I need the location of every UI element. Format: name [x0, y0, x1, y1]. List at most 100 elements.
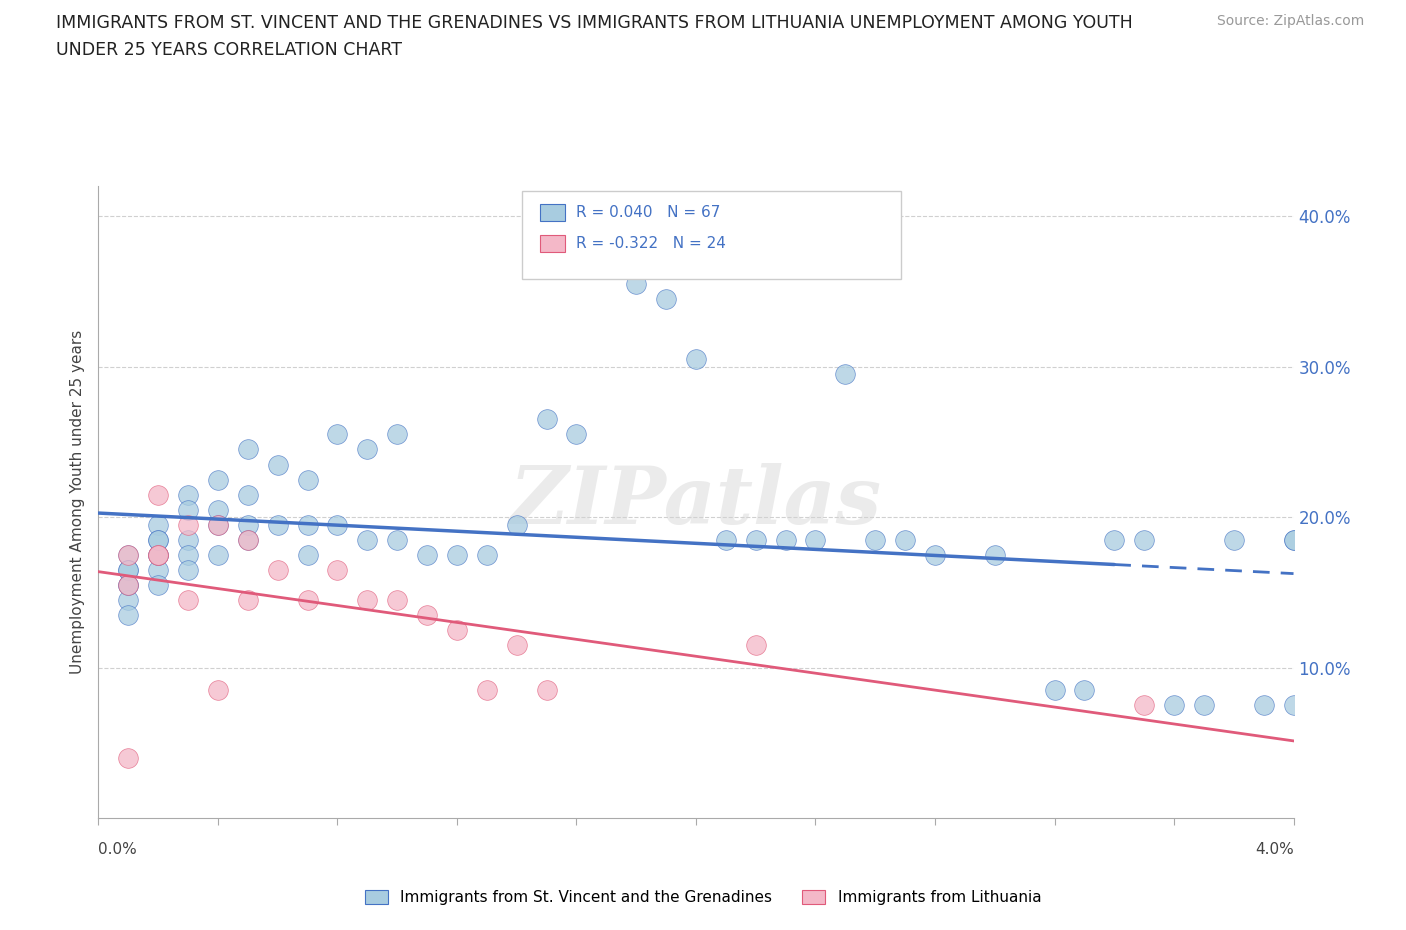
Point — [655, 291, 678, 306]
Point — [207, 517, 229, 532]
Point — [416, 607, 439, 622]
Point — [177, 502, 200, 517]
Point — [117, 592, 139, 607]
Text: ZIPatlas: ZIPatlas — [510, 463, 882, 541]
Point — [148, 548, 170, 563]
Point — [117, 607, 139, 622]
Point — [148, 578, 170, 592]
Point — [117, 563, 139, 578]
Point — [117, 578, 139, 592]
Point — [1282, 698, 1305, 713]
Point — [475, 548, 498, 563]
Text: UNDER 25 YEARS CORRELATION CHART: UNDER 25 YEARS CORRELATION CHART — [56, 41, 402, 59]
Point — [236, 532, 259, 547]
Point — [236, 592, 259, 607]
Point — [177, 487, 200, 502]
Point — [236, 517, 259, 532]
Point — [117, 578, 139, 592]
Point — [297, 472, 319, 487]
Point — [624, 276, 647, 291]
Point — [536, 683, 558, 698]
Point — [148, 563, 170, 578]
Point — [356, 532, 378, 547]
Point — [148, 517, 170, 532]
Point — [207, 548, 229, 563]
Point — [924, 548, 946, 563]
Point — [1222, 532, 1246, 547]
Point — [834, 366, 856, 381]
Point — [475, 683, 498, 698]
Point — [177, 548, 200, 563]
Point — [1043, 683, 1066, 698]
Point — [207, 502, 229, 517]
Point — [1192, 698, 1215, 713]
Point — [117, 751, 139, 765]
Point — [177, 532, 200, 547]
Text: 4.0%: 4.0% — [1254, 842, 1294, 857]
Point — [326, 563, 349, 578]
Point — [416, 548, 439, 563]
Point — [1133, 698, 1156, 713]
Point — [685, 352, 707, 366]
Point — [1133, 532, 1156, 547]
Point — [983, 548, 1005, 563]
Point — [297, 517, 319, 532]
Point — [506, 517, 529, 532]
Point — [804, 532, 827, 547]
Text: Source: ZipAtlas.com: Source: ZipAtlas.com — [1216, 14, 1364, 28]
Point — [1282, 532, 1305, 547]
Point — [1163, 698, 1185, 713]
Point — [536, 412, 558, 427]
Point — [1102, 532, 1125, 547]
Point — [148, 548, 170, 563]
Point — [297, 592, 319, 607]
Point — [177, 517, 200, 532]
Point — [446, 623, 468, 638]
Point — [894, 532, 917, 547]
Point — [385, 532, 409, 547]
Point — [148, 548, 170, 563]
Point — [236, 532, 259, 547]
Point — [1253, 698, 1275, 713]
Text: R = -0.322   N = 24: R = -0.322 N = 24 — [576, 236, 727, 251]
Point — [446, 548, 468, 563]
Point — [148, 532, 170, 547]
Point — [148, 548, 170, 563]
Text: IMMIGRANTS FROM ST. VINCENT AND THE GRENADINES VS IMMIGRANTS FROM LITHUANIA UNEM: IMMIGRANTS FROM ST. VINCENT AND THE GREN… — [56, 14, 1133, 32]
Point — [267, 563, 290, 578]
Text: 0.0%: 0.0% — [98, 842, 138, 857]
Point — [565, 427, 588, 442]
Point — [385, 427, 409, 442]
Point — [863, 532, 886, 547]
Point — [745, 638, 768, 653]
Point — [326, 427, 349, 442]
Point — [117, 548, 139, 563]
Point — [775, 532, 797, 547]
Point — [117, 548, 139, 563]
Point — [236, 442, 259, 457]
Legend: Immigrants from St. Vincent and the Grenadines, Immigrants from Lithuania: Immigrants from St. Vincent and the Gren… — [357, 883, 1049, 913]
Point — [326, 517, 349, 532]
Text: R = 0.040   N = 67: R = 0.040 N = 67 — [576, 205, 721, 219]
Point — [207, 683, 229, 698]
Point — [506, 638, 529, 653]
Point — [236, 487, 259, 502]
Point — [177, 592, 200, 607]
Point — [385, 592, 409, 607]
Point — [356, 442, 378, 457]
Point — [745, 532, 768, 547]
Point — [207, 517, 229, 532]
Point — [267, 458, 290, 472]
Point — [148, 487, 170, 502]
Point — [117, 563, 139, 578]
Point — [148, 532, 170, 547]
Point — [297, 548, 319, 563]
Point — [207, 472, 229, 487]
Point — [1282, 532, 1305, 547]
Point — [714, 532, 737, 547]
Point — [1073, 683, 1095, 698]
Point — [177, 563, 200, 578]
Point — [117, 578, 139, 592]
Point — [267, 517, 290, 532]
Y-axis label: Unemployment Among Youth under 25 years: Unemployment Among Youth under 25 years — [69, 330, 84, 674]
